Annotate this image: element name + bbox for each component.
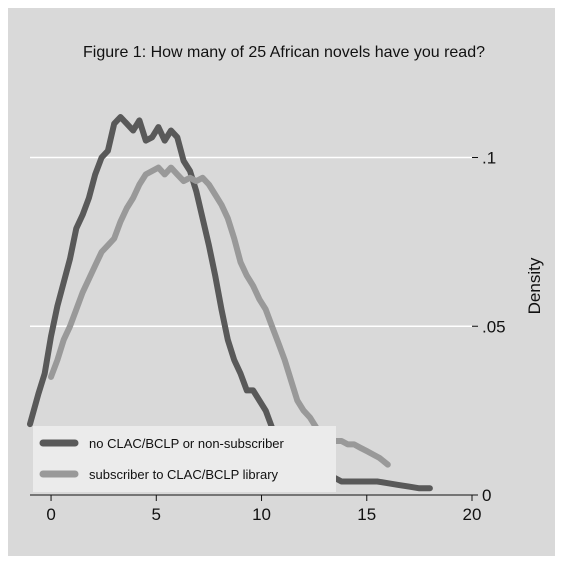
y-tick-label-0: 0 (482, 486, 491, 505)
chart-title: Figure 1: How many of 25 African novels … (83, 44, 485, 61)
legend-label-series-2: subscriber to CLAC/BCLP library (89, 467, 279, 482)
y-ticks: 0 .05 .1 (472, 149, 506, 505)
x-tick-label-2: 10 (252, 505, 271, 524)
x-tick-label-1: 5 (152, 505, 161, 524)
y-tick-label-2: .1 (482, 149, 496, 168)
x-tick-label-0: 0 (46, 505, 55, 524)
legend-box (33, 426, 336, 492)
x-tick-label-3: 15 (357, 505, 376, 524)
series-line-1 (27, 114, 433, 492)
x-ticks: 0 5 10 15 20 (46, 495, 481, 524)
y-tick-label-1: .05 (482, 317, 506, 336)
legend: no CLAC/BCLP or non-subscriber subscribe… (33, 426, 336, 492)
y-axis-label: Density (525, 257, 544, 314)
x-tick-label-4: 20 (463, 505, 482, 524)
legend-label-series-1: no CLAC/BCLP or non-subscriber (89, 436, 285, 451)
